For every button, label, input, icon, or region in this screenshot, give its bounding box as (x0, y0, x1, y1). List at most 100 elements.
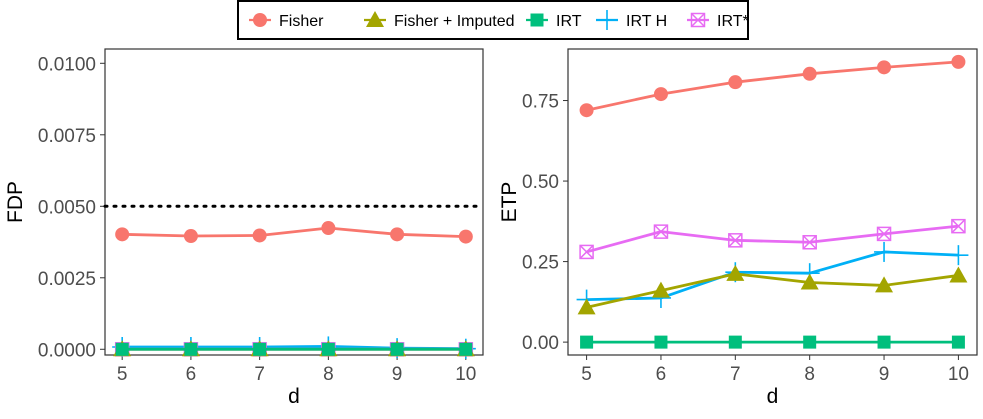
y-tick-label: 0.50 (522, 172, 559, 193)
legend-label-fisher: Fisher (279, 13, 324, 30)
data-point-imputed (651, 281, 670, 298)
data-point-irtstar-box (579, 244, 594, 260)
x-tick-label: 5 (117, 364, 128, 385)
data-point-irtstar (951, 218, 966, 234)
x-tick-label: 6 (186, 364, 197, 385)
data-point-irtstar-box (802, 235, 817, 250)
legend-label-irtstar: IRT* (717, 13, 749, 30)
data-point-irt (951, 335, 965, 349)
y-tick-label: 0.0100 (38, 54, 96, 75)
legend-box (237, 0, 749, 40)
x-tick-label: 6 (656, 364, 667, 385)
y-tick-label: 0.0050 (38, 197, 96, 218)
y-axis-title: ETP (498, 182, 521, 223)
series-line-fisher (586, 60, 959, 112)
data-point-fisher (321, 221, 336, 236)
y-axis-title: FDP (4, 181, 27, 223)
data-point-irtstar-d2 (877, 226, 892, 241)
data-point-imputed (800, 273, 819, 290)
data-point-fisher (115, 227, 130, 242)
etp-panel: 0.00 0.25 0.50 0.75 5 6 7 8 9 10 d ETP (498, 48, 978, 408)
legend-marker-irt (530, 13, 544, 27)
data-point-fisher (877, 60, 892, 75)
data-point-irtstar-d2 (653, 224, 668, 239)
legend-label-irt: IRT (556, 13, 582, 30)
data-point-irt (877, 335, 891, 349)
data-point-fisher (458, 229, 473, 244)
y-tick-label: 0.0000 (38, 340, 96, 361)
data-point-irt (321, 342, 335, 356)
data-point-irt (390, 342, 404, 356)
series-fisher (115, 221, 473, 244)
data-point-imputed (726, 264, 745, 281)
data-point-irt (184, 342, 198, 356)
data-point-fisher (653, 87, 668, 102)
data-point-fisher (579, 103, 594, 118)
x-axis-title: d (288, 385, 300, 408)
x-axis-title: d (767, 385, 779, 408)
data-point-irtstar (876, 226, 892, 242)
data-point-irt (728, 335, 742, 349)
data-point-irt (580, 335, 594, 349)
data-point-imputed (577, 298, 596, 315)
plot-area (104, 48, 484, 356)
x-tick-label: 8 (323, 364, 334, 385)
series-irt (115, 342, 473, 356)
data-point-irt (253, 342, 267, 356)
y-tick-label: 0.0075 (38, 126, 96, 147)
data-point-fisher (802, 66, 817, 81)
legend-item-fisher: Fisher (249, 13, 324, 30)
legend-item-irtstar: IRT* (687, 12, 749, 30)
plot-area (567, 48, 978, 356)
series-imputed (577, 264, 968, 315)
legend-marker-irtstar (690, 12, 706, 28)
y-tick-label: 0.75 (522, 92, 559, 113)
data-point-irtstar-box (951, 218, 966, 234)
data-point-irtstar (802, 235, 817, 250)
x-tick-label: 7 (730, 364, 741, 385)
x-tick-label: 8 (804, 364, 815, 385)
data-point-irth (874, 241, 895, 262)
legend-marker-irtstar-d2 (690, 12, 706, 28)
series-line-irth (586, 250, 959, 301)
data-point-fisher (951, 54, 966, 69)
x-tick-label: 5 (581, 364, 592, 385)
x-tick-label: 10 (948, 364, 969, 385)
data-point-imputed (875, 276, 894, 293)
legend-item-irth: IRT H (596, 10, 667, 30)
legend-marker-fisher (253, 13, 267, 27)
legend-item-imputed: Fisher + Imputed (364, 11, 515, 30)
data-point-fisher (252, 228, 267, 243)
data-point-irt (115, 342, 129, 356)
legend-marker-irth (597, 10, 617, 30)
data-point-irth (948, 245, 969, 266)
x-tick-label: 9 (392, 364, 403, 385)
series-line-irtstar (586, 224, 959, 254)
y-tick-label: 0.0025 (38, 269, 96, 290)
data-point-imputed (949, 266, 968, 283)
data-point-irt (654, 335, 668, 349)
x-tick-label: 9 (879, 364, 890, 385)
data-point-irtstar (579, 244, 594, 260)
y-tick-label: 0.00 (522, 333, 559, 354)
legend-label-imputed: Fisher + Imputed (394, 13, 515, 30)
series-irtstar (579, 218, 966, 260)
data-point-irtstar-box (728, 233, 743, 248)
legend-marker-irtstar-box (690, 12, 706, 28)
x-tick-label: 10 (455, 364, 476, 385)
legend: Fisher Fisher + Imputed IRT IRT H IRT* (237, 0, 749, 40)
data-point-irtstar-box (653, 224, 669, 239)
x-tick-label: 7 (254, 364, 265, 385)
legend-marker-imputed (366, 11, 384, 27)
series-line-fisher (122, 226, 466, 239)
data-point-irtstar-d2 (951, 219, 966, 234)
data-point-irtstar-d2 (728, 233, 743, 248)
data-point-irtstar-d2 (802, 235, 817, 250)
data-point-irtstar (653, 224, 669, 239)
y-tick-label: 0.25 (522, 253, 559, 274)
series-irt (580, 335, 965, 349)
data-point-fisher (390, 227, 405, 242)
data-point-irt (459, 342, 473, 356)
data-point-irt (803, 335, 817, 349)
